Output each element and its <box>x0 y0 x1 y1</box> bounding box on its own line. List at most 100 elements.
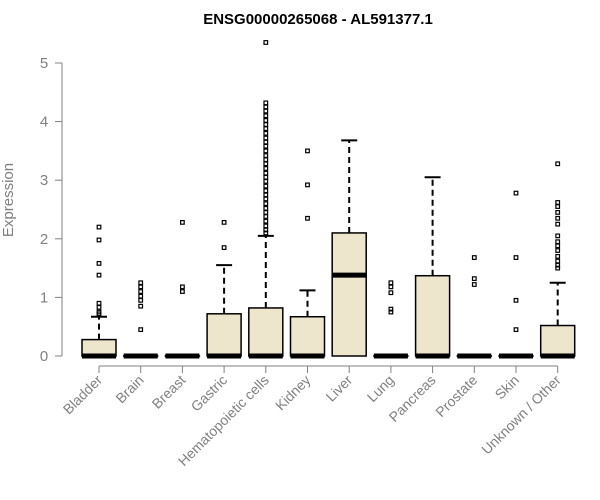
box-rect <box>539 324 576 357</box>
outlier-point <box>138 284 144 290</box>
outlier-point <box>555 239 561 245</box>
outlier-point <box>263 157 269 163</box>
outlier-point <box>555 262 561 268</box>
outlier-point <box>555 161 561 167</box>
outlier-point <box>138 303 144 309</box>
x-tick-label: Unknown / Other <box>478 372 564 458</box>
box-rect <box>206 313 242 357</box>
outlier-point <box>263 153 269 158</box>
outlier-point <box>96 272 102 278</box>
box-rect <box>289 315 326 357</box>
outlier-point <box>138 289 144 294</box>
outlier-point <box>263 178 269 184</box>
outlier-point <box>263 205 269 211</box>
outlier-point <box>263 223 269 229</box>
box-lung <box>373 280 409 359</box>
outlier-point <box>388 290 394 296</box>
outlier-point <box>263 108 269 114</box>
box-liver <box>331 139 367 357</box>
outlier-point <box>263 104 269 110</box>
outlier-point <box>555 215 561 221</box>
outlier-point <box>555 258 561 264</box>
box-unknown-other <box>539 161 576 359</box>
box-plot-area <box>81 40 576 359</box>
outlier-point <box>180 289 185 294</box>
outlier-point <box>263 201 269 207</box>
outlier-point <box>263 227 269 233</box>
outlier-point <box>471 255 477 260</box>
box-rect <box>248 307 284 357</box>
outlier-point <box>513 327 519 333</box>
x-tick-label: Prostate <box>432 372 480 420</box>
y-axis-label: Expression <box>0 163 17 237</box>
outlier-point <box>138 293 144 299</box>
y-tick-label: 4 <box>40 114 48 131</box>
outlier-point <box>263 161 269 167</box>
outlier-point <box>96 300 102 306</box>
outlier-point <box>555 200 561 205</box>
y-axis: 0 1 2 3 4 5 <box>40 55 63 365</box>
outlier-point <box>555 253 561 259</box>
outlier-point <box>263 139 269 145</box>
outlier-point <box>388 309 394 315</box>
box-bladder <box>81 224 117 359</box>
y-tick-label: 1 <box>40 289 48 306</box>
box-kidney <box>289 148 326 359</box>
outlier-point <box>263 210 269 215</box>
outlier-point <box>138 280 144 286</box>
outlier-point <box>263 230 269 236</box>
x-tick-label: Brain <box>112 372 146 406</box>
outlier-point <box>263 126 269 132</box>
outlier-point <box>555 233 561 239</box>
outlier-point <box>555 248 561 253</box>
outlier-point <box>513 190 519 196</box>
outlier-point <box>555 210 561 215</box>
outlier-point <box>96 261 102 266</box>
x-tick-label: Skin <box>492 372 523 403</box>
outlier-point <box>263 218 269 224</box>
outlier-point <box>471 282 477 287</box>
outlier-point <box>555 243 561 249</box>
outlier-point <box>180 219 185 225</box>
box-prostate <box>456 255 493 359</box>
outlier-point <box>513 255 519 260</box>
x-tick-label: Kidney <box>272 372 314 414</box>
outlier-point <box>96 237 102 243</box>
outlier-point <box>263 122 269 127</box>
outlier-point <box>263 196 269 202</box>
outlier-point <box>388 280 394 286</box>
box-rect <box>414 274 451 357</box>
box-brain <box>122 280 159 359</box>
outlier-point <box>96 311 102 317</box>
outlier-point <box>263 135 269 141</box>
x-tick-label: Breast <box>149 372 189 412</box>
y-tick-label: 2 <box>40 231 48 248</box>
outlier-point <box>555 204 561 209</box>
box-hematopoietic-cells <box>248 40 284 359</box>
x-tick-label: Bladder <box>60 372 106 418</box>
box-skin <box>498 190 534 359</box>
outlier-point <box>138 327 144 333</box>
y-tick-label: 0 <box>40 348 48 365</box>
outlier-point <box>263 118 269 123</box>
outlier-point <box>263 166 269 171</box>
outlier-point <box>263 170 269 176</box>
outlier-point <box>513 297 519 303</box>
outlier-point <box>96 224 102 230</box>
outlier-point <box>221 219 227 225</box>
y-tick-label: 3 <box>40 172 48 189</box>
outlier-point <box>263 143 269 149</box>
outlier-point <box>388 306 394 312</box>
outlier-point <box>263 40 269 45</box>
outlier-point <box>138 297 144 303</box>
outlier-point <box>263 113 269 119</box>
outlier-point <box>471 276 477 282</box>
x-tick-label: Liver <box>323 372 356 405</box>
outlier-point <box>263 130 269 136</box>
outlier-point <box>263 174 269 180</box>
outlier-point <box>221 245 227 250</box>
y-tick-label: 5 <box>40 55 48 72</box>
outlier-point <box>555 265 561 271</box>
